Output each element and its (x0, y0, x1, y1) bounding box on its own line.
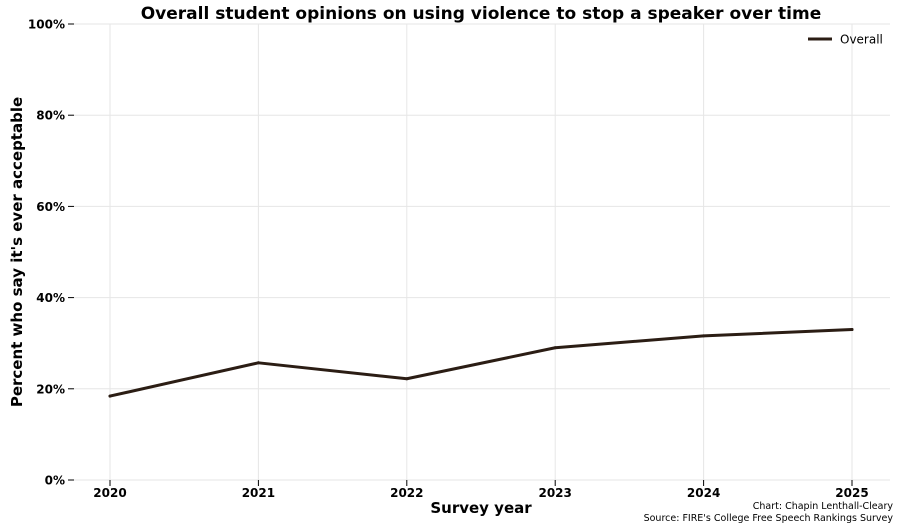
x-tick-label: 2024 (687, 486, 720, 500)
data-point (108, 394, 112, 398)
x-axis-label: Survey year (430, 499, 532, 517)
y-tick-label: 100% (28, 18, 65, 32)
x-tick-label: 2023 (538, 486, 571, 500)
x-tick-label: 2022 (390, 486, 423, 500)
data-point (702, 334, 706, 338)
tick-layer: 0% 20% 40% 60% 80% 100% 2020 2021 2022 2023 2024 20… (28, 18, 869, 501)
series-line-overall (108, 328, 854, 398)
x-tick-label: 2025 (835, 486, 868, 500)
y-tick-label: 60% (36, 200, 65, 214)
y-tick-label: 40% (36, 291, 65, 305)
data-point (256, 361, 260, 365)
legend-label-overall: Overall (840, 33, 883, 47)
source-credit: Source: FIRE's College Free Speech Ranki… (644, 513, 894, 524)
legend: Overall (808, 33, 883, 47)
x-tick-label: 2020 (93, 486, 126, 500)
chart-credit: Chart: Chapin Lenthall-Cleary (753, 501, 894, 512)
data-point (405, 377, 409, 381)
chart-title: Overall student opinions on using violen… (141, 4, 822, 24)
y-tick-label: 80% (36, 109, 65, 123)
series-layer (108, 328, 854, 398)
x-tick-label: 2021 (242, 486, 275, 500)
y-tick-label: 0% (45, 474, 65, 488)
data-point (553, 346, 557, 350)
grid-layer (74, 23, 890, 481)
data-point (850, 328, 854, 332)
y-axis-label: Percent who say it's ever acceptable (8, 97, 26, 407)
y-tick-label: 20% (36, 382, 65, 396)
